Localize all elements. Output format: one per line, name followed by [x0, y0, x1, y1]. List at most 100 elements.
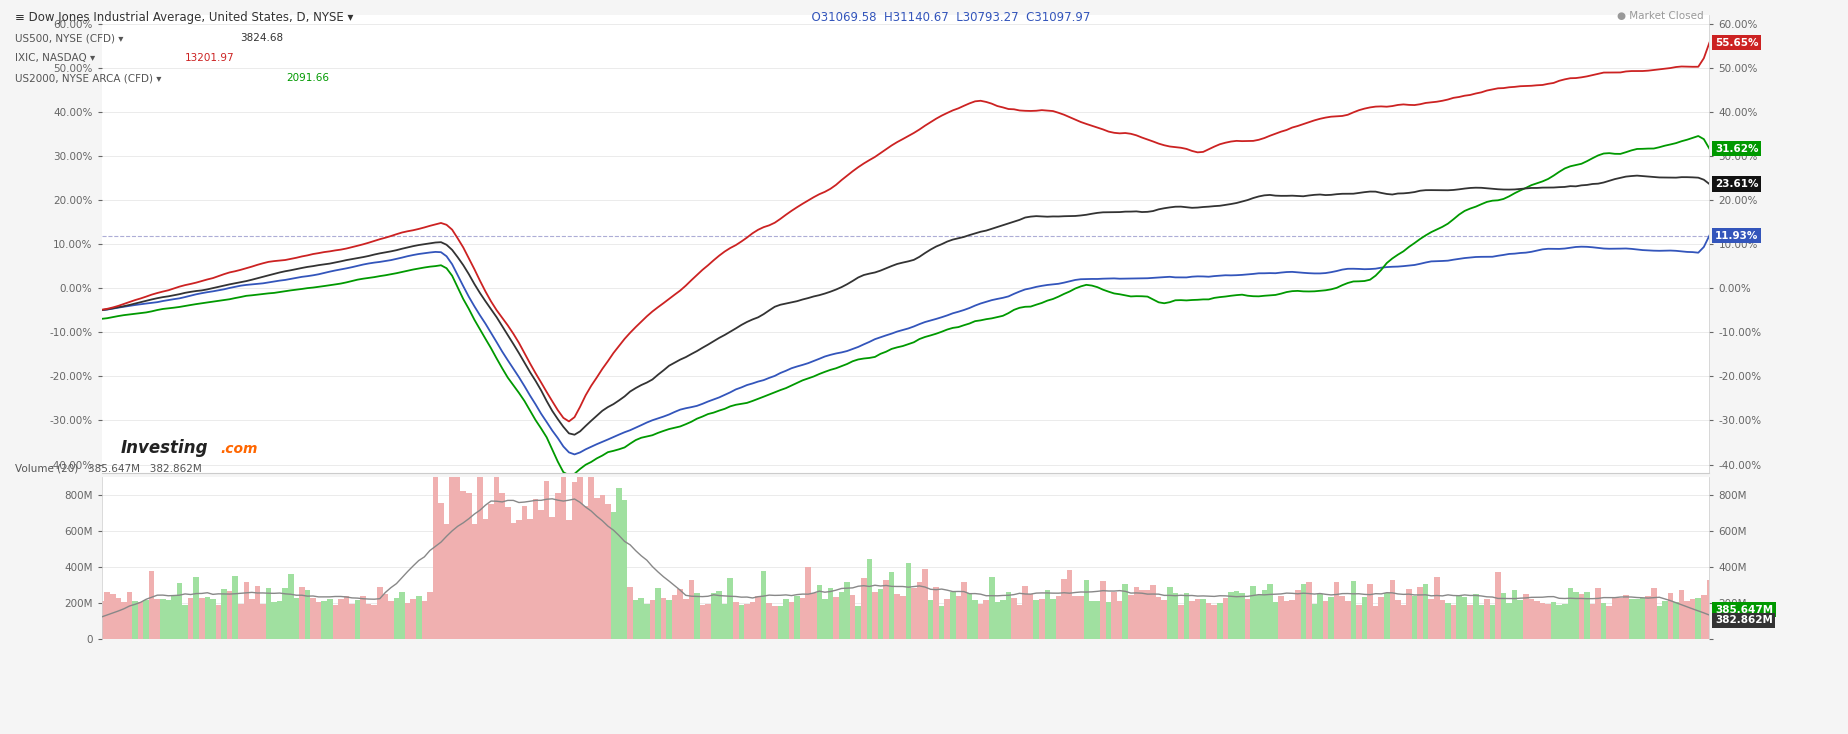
Bar	[1556, 606, 1562, 639]
Bar	[1223, 598, 1229, 639]
Bar	[983, 600, 989, 639]
Bar	[615, 488, 621, 639]
Bar	[861, 578, 867, 639]
Bar	[1172, 593, 1179, 639]
Text: .com: .com	[220, 442, 259, 456]
Bar	[105, 592, 111, 639]
Bar	[662, 598, 667, 639]
Bar	[894, 595, 900, 639]
Bar	[1166, 587, 1172, 639]
Bar	[1279, 596, 1284, 639]
Bar	[116, 598, 122, 639]
Bar	[906, 564, 911, 639]
Bar	[1567, 588, 1573, 639]
Text: US2000, NYSE ARCA (CFD) ▾: US2000, NYSE ARCA (CFD) ▾	[15, 73, 161, 84]
Bar	[1706, 581, 1713, 639]
Bar	[521, 506, 527, 639]
Bar	[554, 493, 560, 639]
Bar	[111, 594, 116, 639]
Bar	[310, 597, 316, 639]
Bar	[122, 602, 128, 639]
Bar	[955, 596, 961, 639]
Bar	[1234, 591, 1240, 639]
Bar	[967, 593, 972, 639]
Bar	[1473, 595, 1478, 639]
Bar	[1661, 601, 1667, 639]
Bar	[1440, 600, 1445, 639]
Bar	[582, 506, 588, 639]
Bar	[1484, 599, 1489, 639]
Text: 11.93%: 11.93%	[1715, 230, 1757, 241]
Bar	[333, 605, 338, 639]
Bar	[1384, 592, 1390, 639]
Bar	[911, 588, 917, 639]
Bar	[639, 598, 645, 639]
Bar	[1334, 582, 1340, 639]
Bar	[1650, 588, 1656, 639]
Bar	[133, 601, 139, 639]
Bar	[1412, 596, 1417, 639]
Bar	[1133, 586, 1138, 639]
Bar	[471, 524, 477, 639]
Bar	[244, 582, 249, 639]
Bar	[1645, 596, 1650, 639]
Bar	[1589, 604, 1595, 639]
Bar	[1262, 589, 1268, 639]
Bar	[695, 593, 700, 639]
Bar	[1667, 593, 1672, 639]
Bar	[878, 589, 883, 639]
Text: ≡ Dow Jones Industrial Average, United States, D, NYSE ▾: ≡ Dow Jones Industrial Average, United S…	[15, 11, 353, 24]
Bar	[750, 602, 756, 639]
Bar	[1689, 599, 1695, 639]
Bar	[1379, 597, 1384, 639]
Bar	[1295, 590, 1301, 639]
Bar	[1083, 581, 1088, 639]
Bar	[667, 600, 673, 639]
Bar	[1039, 599, 1044, 639]
Bar	[944, 599, 950, 639]
Bar	[1495, 572, 1501, 639]
Bar	[432, 477, 438, 639]
Text: 13201.97: 13201.97	[185, 53, 235, 63]
Bar	[1161, 600, 1166, 639]
Bar	[322, 601, 327, 639]
Bar	[1312, 604, 1318, 639]
Bar	[1617, 597, 1623, 639]
Bar	[299, 586, 305, 639]
Bar	[1094, 601, 1100, 639]
Bar	[383, 595, 388, 639]
Bar	[283, 589, 288, 639]
Bar	[1390, 580, 1395, 639]
Bar	[1055, 596, 1061, 639]
Bar	[161, 599, 166, 639]
Bar	[1000, 600, 1005, 639]
Bar	[1611, 597, 1617, 639]
Bar	[438, 503, 444, 639]
Bar	[972, 600, 978, 639]
Bar	[833, 597, 839, 639]
Bar	[1318, 595, 1323, 639]
Bar	[772, 606, 778, 639]
Bar	[1356, 606, 1362, 639]
Bar	[366, 605, 371, 639]
Bar	[277, 601, 283, 639]
Bar	[344, 596, 349, 639]
Bar	[1196, 599, 1201, 639]
Bar	[1506, 603, 1512, 639]
Bar	[216, 606, 222, 639]
Bar	[1138, 589, 1144, 639]
Bar	[416, 596, 421, 639]
Bar	[845, 582, 850, 639]
Bar	[778, 606, 784, 639]
Text: 23.61%: 23.61%	[1715, 179, 1759, 189]
Bar	[466, 493, 471, 639]
Bar	[577, 477, 582, 639]
Bar	[266, 588, 272, 639]
Bar	[128, 592, 133, 639]
Bar	[377, 587, 383, 639]
Bar	[1456, 596, 1462, 639]
Bar	[538, 510, 543, 639]
Bar	[394, 598, 399, 639]
Text: US500, NYSE (CFD) ▾: US500, NYSE (CFD) ▾	[15, 33, 124, 43]
Text: Volume (20)   385.647M   382.862M: Volume (20) 385.647M 382.862M	[15, 463, 201, 473]
